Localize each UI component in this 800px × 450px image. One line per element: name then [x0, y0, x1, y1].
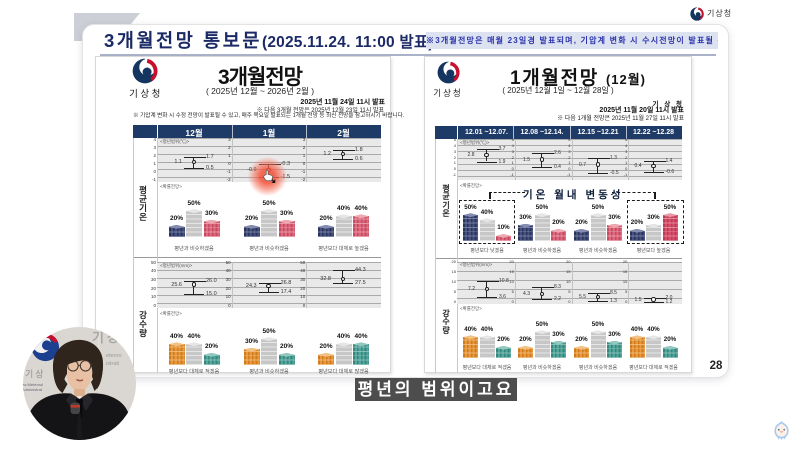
- svg-text:istrati: istrati: [106, 361, 119, 367]
- svg-text:ea Meteorol: ea Meteorol: [22, 382, 43, 387]
- svg-text:기상: 기상: [25, 369, 46, 379]
- svg-text:eteoro: eteoro: [106, 353, 122, 359]
- svg-text:Administrat: Administrat: [22, 387, 43, 392]
- svg-text:기상: 기상: [92, 330, 122, 345]
